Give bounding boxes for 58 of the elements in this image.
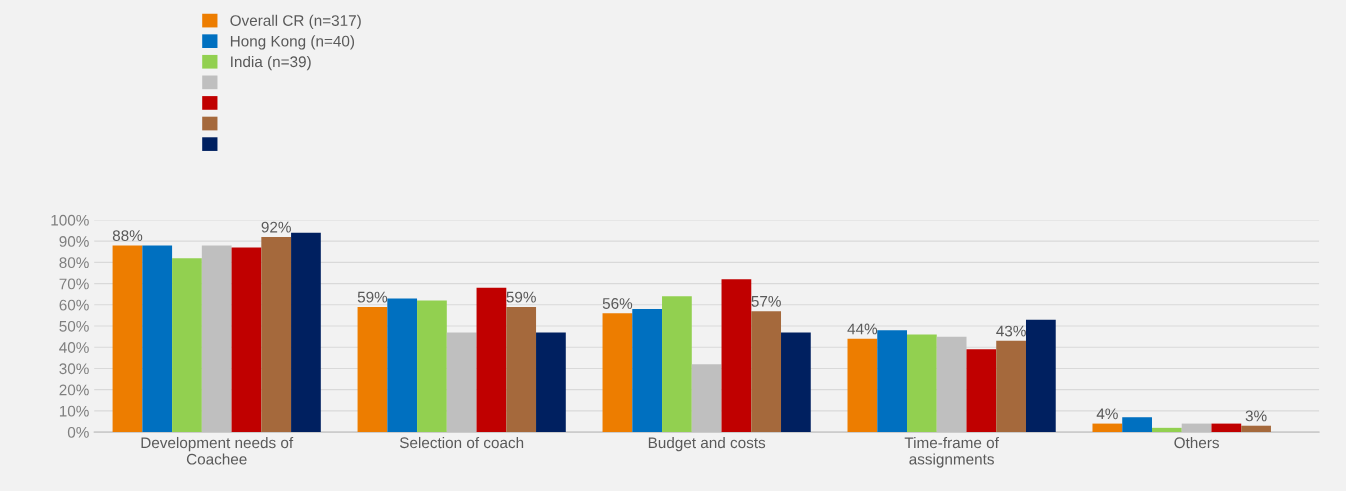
bar — [536, 332, 566, 433]
data-label: 59% — [357, 291, 388, 303]
x-tick-label: Others — [1174, 436, 1219, 449]
x-tick-label: Development needs of Coachee — [141, 436, 294, 465]
legend-label: Hong Kong (n=40) — [230, 35, 355, 50]
y-tick-label: 60% — [59, 299, 89, 311]
bar — [1211, 423, 1242, 433]
bar — [261, 236, 292, 433]
bar — [476, 287, 507, 433]
y-tick-label: 90% — [59, 236, 89, 247]
data-label: 57% — [751, 296, 781, 307]
data-label: 59% — [506, 291, 536, 303]
bar — [1241, 425, 1271, 433]
bar — [417, 300, 447, 433]
bar — [662, 296, 692, 433]
bar — [781, 332, 811, 433]
y-tick-label: 50% — [59, 320, 89, 332]
bar — [1151, 427, 1182, 433]
data-label: 92% — [261, 221, 291, 233]
bar — [602, 313, 633, 433]
bar — [142, 245, 173, 433]
bar — [387, 298, 418, 433]
bar — [721, 279, 752, 433]
y-tick-label: 20% — [59, 384, 89, 396]
bar — [1025, 319, 1056, 433]
bar — [996, 340, 1026, 433]
data-label: 88% — [112, 230, 143, 242]
bar — [1092, 423, 1123, 433]
data-label: 56% — [602, 298, 633, 309]
legend-label: India (n=39) — [231, 55, 311, 71]
data-label: 43% — [996, 325, 1026, 337]
y-tick-label: 100% — [51, 214, 89, 226]
legend-label: Overall CR (n=317) — [230, 14, 361, 29]
bar — [632, 309, 663, 433]
bar — [847, 338, 878, 433]
y-tick-label: 0% — [67, 426, 89, 438]
data-label: 44% — [847, 323, 878, 335]
x-tick-label: Budget and costs — [648, 436, 766, 452]
bar — [231, 247, 262, 433]
y-tick-label: 40% — [59, 342, 89, 353]
bar — [172, 258, 202, 433]
x-tick-label: Time-frame of assignments — [904, 436, 999, 468]
data-label: 3% — [1245, 410, 1267, 422]
bar — [506, 306, 537, 433]
bar — [291, 232, 321, 433]
bar — [877, 330, 907, 433]
bar — [907, 334, 937, 433]
y-tick-label: 10% — [59, 405, 89, 417]
bar — [1122, 417, 1152, 433]
y-tick-label: 70% — [59, 278, 89, 290]
data-label: 4% — [1096, 408, 1118, 420]
y-tick-label: 30% — [59, 363, 89, 375]
bar — [112, 245, 143, 433]
y-tick-label: 80% — [59, 257, 89, 269]
x-tick-label: Selection of coach — [399, 436, 524, 449]
bar — [751, 311, 782, 433]
bar — [966, 349, 997, 433]
bar — [357, 306, 388, 433]
